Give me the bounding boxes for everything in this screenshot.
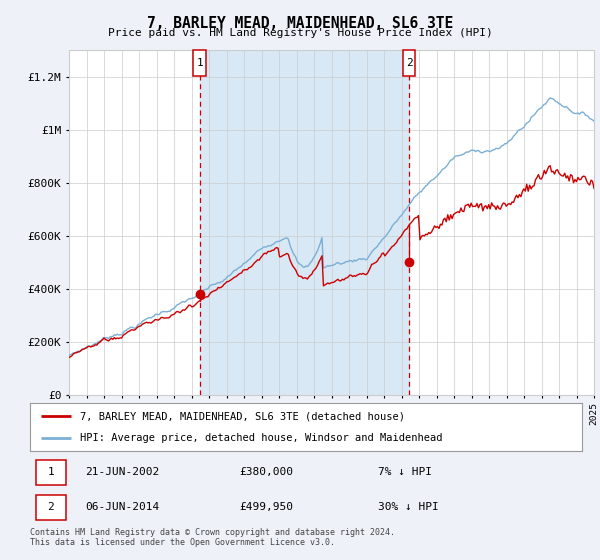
- Bar: [200, 50, 409, 395]
- Text: HPI: Average price, detached house, Windsor and Maidenhead: HPI: Average price, detached house, Wind…: [80, 433, 442, 443]
- FancyBboxPatch shape: [193, 50, 206, 76]
- Text: 30% ↓ HPI: 30% ↓ HPI: [378, 502, 439, 512]
- Text: Contains HM Land Registry data © Crown copyright and database right 2024.
This d: Contains HM Land Registry data © Crown c…: [30, 528, 395, 547]
- Text: 21-JUN-2002: 21-JUN-2002: [85, 467, 160, 477]
- Text: 7, BARLEY MEAD, MAIDENHEAD, SL6 3TE (detached house): 7, BARLEY MEAD, MAIDENHEAD, SL6 3TE (det…: [80, 411, 404, 421]
- Text: £499,950: £499,950: [240, 502, 294, 512]
- FancyBboxPatch shape: [35, 494, 66, 520]
- Text: 2: 2: [406, 58, 412, 68]
- Text: 7% ↓ HPI: 7% ↓ HPI: [378, 467, 432, 477]
- Text: Price paid vs. HM Land Registry's House Price Index (HPI): Price paid vs. HM Land Registry's House …: [107, 28, 493, 38]
- Text: 7, BARLEY MEAD, MAIDENHEAD, SL6 3TE: 7, BARLEY MEAD, MAIDENHEAD, SL6 3TE: [147, 16, 453, 31]
- FancyBboxPatch shape: [403, 50, 415, 76]
- FancyBboxPatch shape: [35, 460, 66, 484]
- Text: 1: 1: [47, 467, 54, 477]
- Text: £380,000: £380,000: [240, 467, 294, 477]
- Text: 1: 1: [196, 58, 203, 68]
- Text: 06-JUN-2014: 06-JUN-2014: [85, 502, 160, 512]
- Text: 2: 2: [47, 502, 54, 512]
